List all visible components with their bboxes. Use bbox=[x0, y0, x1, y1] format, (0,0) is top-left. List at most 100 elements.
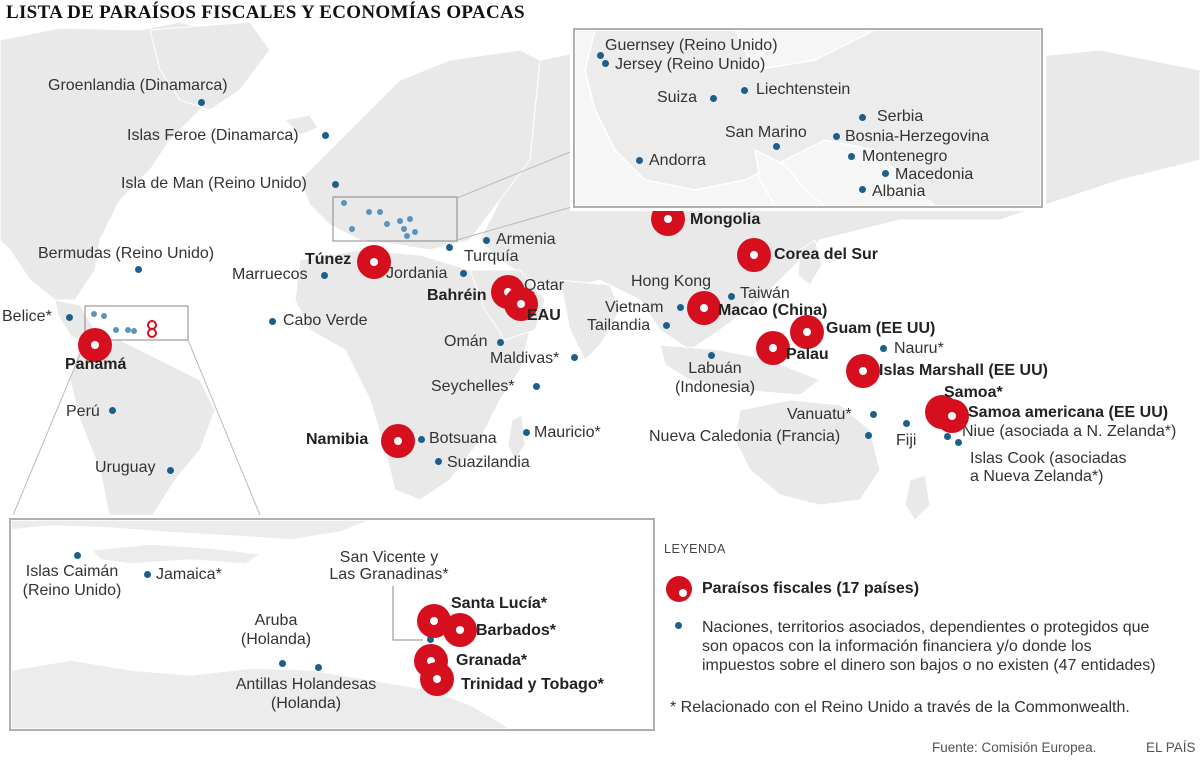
dot-maldivas bbox=[571, 354, 578, 361]
label-antillas-2: (Holanda) bbox=[270, 695, 342, 712]
dot-liechtenstein bbox=[741, 87, 748, 94]
label-andorra: Andorra bbox=[649, 152, 706, 169]
label-tunez: Túnez bbox=[305, 251, 352, 268]
label-bermudas: Bermudas (Reino Unido) bbox=[38, 245, 215, 262]
europe-inset-map bbox=[575, 30, 1041, 206]
label-eau: EAU bbox=[527, 307, 561, 324]
label-san-vicente-1: San Vicente y bbox=[339, 549, 439, 566]
label-botsuana: Botsuana bbox=[429, 430, 497, 447]
dot-san-marino bbox=[773, 143, 780, 150]
europe-selection-box bbox=[332, 196, 458, 242]
label-jordania: Jordania bbox=[386, 265, 448, 282]
land-japan bbox=[797, 239, 823, 286]
legend-havens-label: Paraísos fiscales (17 países) bbox=[702, 580, 920, 597]
dot-groenlandia bbox=[198, 99, 205, 106]
land-indonesia bbox=[659, 344, 822, 396]
dot-bermudas bbox=[135, 266, 142, 273]
land-greenland bbox=[149, 21, 271, 111]
dot-marruecos bbox=[321, 272, 328, 279]
label-maldivas: Maldivas* bbox=[490, 350, 560, 367]
dot-peru bbox=[109, 407, 116, 414]
label-san-marino: San Marino bbox=[725, 124, 807, 141]
dot-suazilandia bbox=[435, 458, 442, 465]
label-namibia: Namibia bbox=[306, 431, 369, 448]
label-jamaica: Jamaica* bbox=[156, 566, 222, 583]
label-guam: Guam (EE UU) bbox=[826, 320, 936, 337]
label-guernsey: Guernsey (Reino Unido) bbox=[605, 37, 778, 54]
label-macao: Macao (China) bbox=[718, 302, 828, 319]
haven-eau-marker bbox=[504, 287, 538, 321]
dot-jersey bbox=[602, 60, 609, 67]
label-montenegro: Montenegro bbox=[862, 148, 948, 165]
label-groenlandia: Groenlandia (Dinamarca) bbox=[48, 77, 228, 94]
label-samoa-americana: Samoa americana (EE UU) bbox=[968, 404, 1169, 421]
dot-armenia bbox=[483, 237, 490, 244]
label-serbia: Serbia bbox=[877, 108, 924, 125]
label-corea: Corea del Sur bbox=[774, 246, 879, 263]
dot-macedonia bbox=[882, 170, 889, 177]
label-qatar: Qatar bbox=[524, 277, 565, 294]
dot-suiza bbox=[710, 95, 717, 102]
label-liechtenstein: Liechtenstein bbox=[756, 81, 851, 98]
label-granada: Granada* bbox=[456, 652, 528, 669]
label-belice: Belice* bbox=[2, 308, 52, 325]
san-vicente-leader bbox=[392, 586, 423, 641]
haven-samoa-americana-marker bbox=[935, 399, 969, 433]
label-seychelles: Seychelles* bbox=[431, 378, 515, 395]
label-fiji: Fiji bbox=[896, 432, 917, 449]
dot-guernsey bbox=[597, 52, 604, 59]
land-australia bbox=[734, 399, 881, 506]
dot-turquia bbox=[446, 244, 453, 251]
europe-connector-left bbox=[456, 149, 576, 199]
europe-inset: Guernsey (Reino Unido) Jersey (Reino Uni… bbox=[573, 28, 1043, 208]
dot-mauricio bbox=[523, 429, 530, 436]
label-nauru: Nauru* bbox=[894, 340, 944, 357]
caribbean-inset: Islas Caimán (Reino Unido) Jamaica* San … bbox=[9, 518, 655, 731]
map-title: LISTA DE PARAÍSOS FISCALES Y ECONOMÍAS O… bbox=[6, 2, 525, 23]
land-madagascar bbox=[507, 414, 526, 462]
land-africa bbox=[294, 249, 531, 501]
dot-niue bbox=[944, 433, 951, 440]
caribbean-connector-right bbox=[187, 339, 263, 521]
dot-nauru bbox=[880, 345, 887, 352]
label-jersey: Jersey (Reino Unido) bbox=[615, 56, 766, 73]
label-tailandia: Tailandia bbox=[587, 317, 651, 334]
legend-title: LEYENDA bbox=[664, 542, 726, 556]
dot-vietnam bbox=[677, 304, 684, 311]
dot-fiji bbox=[903, 420, 910, 427]
label-nueva-caledonia: Nueva Caledonia (Francia) bbox=[649, 428, 841, 445]
dot-san-vicente bbox=[427, 636, 434, 643]
dot-serbia bbox=[859, 114, 866, 121]
haven-corea-marker bbox=[737, 238, 771, 272]
legend-note: * Relacionado con el Reino Unido a travé… bbox=[670, 699, 1130, 716]
label-islas-caiman-1: Islas Caimán bbox=[25, 563, 119, 580]
caribbean-connector-left bbox=[10, 339, 87, 521]
label-vietnam: Vietnam bbox=[605, 299, 664, 316]
dot-montenegro bbox=[848, 153, 855, 160]
caribbean-inset-map bbox=[11, 520, 513, 729]
dot-belice bbox=[66, 314, 73, 321]
land-india bbox=[559, 279, 621, 361]
haven-barbados-marker bbox=[443, 613, 477, 647]
dot-uruguay bbox=[167, 467, 174, 474]
label-santa-lucia: Santa Lucía* bbox=[451, 595, 548, 612]
haven-marshall-marker bbox=[846, 354, 880, 388]
label-panama: Panamá bbox=[65, 356, 127, 373]
label-suiza: Suiza bbox=[657, 89, 698, 106]
label-labuan-1: Labuán bbox=[688, 360, 742, 377]
label-samoa: Samoa* bbox=[944, 384, 1003, 401]
dot-vanuatu bbox=[870, 411, 877, 418]
label-san-vicente-2: Las Granadinas* bbox=[329, 566, 449, 583]
label-niue: Niue (asociada a N. Zelanda*) bbox=[962, 423, 1177, 440]
dot-cabo-verde bbox=[269, 318, 276, 325]
label-macedonia: Macedonia bbox=[895, 166, 974, 183]
label-armenia: Armenia bbox=[496, 231, 556, 248]
source-credit: Fuente: Comisión Europea. bbox=[932, 740, 1097, 755]
dot-jordania bbox=[460, 270, 467, 277]
label-mongolia: Mongolia bbox=[690, 211, 761, 228]
dot-tailandia bbox=[663, 322, 670, 329]
haven-panama-marker bbox=[78, 328, 112, 362]
dot-isla-de-man bbox=[332, 181, 339, 188]
label-antillas-1: Antillas Holandesas bbox=[235, 676, 377, 693]
